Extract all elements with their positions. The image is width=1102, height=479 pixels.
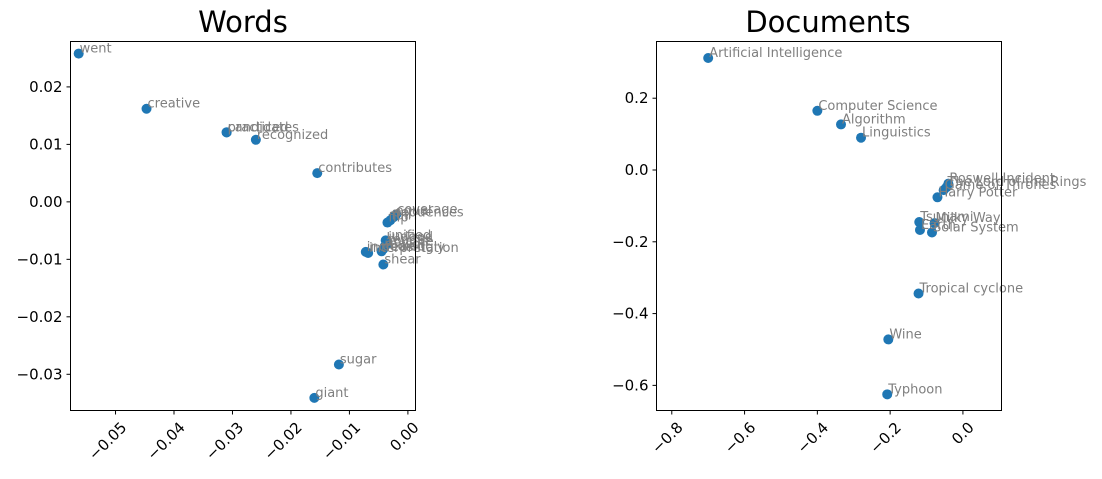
documents-point-label: Harry Potter	[938, 185, 1018, 200]
words-point-label: equal	[395, 204, 431, 219]
documents-x-tick-label: 0.0	[948, 419, 978, 449]
words-x-tick-label: 0.00	[386, 419, 422, 455]
documents-y-tick-label: −0.4	[612, 305, 648, 323]
words-point-label: practiced	[228, 120, 289, 135]
words-y-axis: 0.02 0.01 0.00 −0.01 −0.02 −0.03	[17, 78, 71, 383]
words-point-label: candidates	[228, 120, 300, 135]
documents-point-label: Roswell Incident	[949, 172, 1055, 187]
words-y-tick-label: −0.03	[17, 365, 63, 383]
documents-point	[914, 224, 925, 235]
documents-x-tick-label: −0.6	[721, 419, 759, 457]
documents-point	[926, 227, 937, 238]
documents-point-label: Artificial Intelligence	[709, 46, 842, 61]
documents-point-labels: Artificial Intelligence Computer ScienceA…	[709, 46, 1086, 397]
words-y-tick-label: 0.00	[29, 193, 62, 211]
words-point	[333, 359, 344, 370]
documents-point	[836, 119, 847, 130]
documents-point-label: Tropical cyclone	[919, 281, 1024, 296]
documents-point-label: Linguistics	[862, 126, 931, 141]
documents-point	[914, 217, 925, 228]
documents-point	[812, 105, 823, 116]
documents-x-tick-label: −0.4	[794, 419, 832, 457]
words-point-label: sugar	[340, 353, 377, 368]
documents-point	[883, 334, 894, 345]
words-point-labels: went creative candidatespracticedrecognize…	[80, 42, 464, 401]
words-chart: Words went creative candidatespracticedrec…	[17, 5, 464, 464]
words-point-label: interpretation	[369, 241, 459, 256]
documents-point-label: Computer Science	[818, 99, 937, 114]
words-point-label: coverage	[397, 203, 457, 218]
documents-point-label: Tsunami	[919, 210, 973, 225]
words-point-label: went	[80, 42, 112, 57]
documents-point-label: Typhoon	[887, 382, 942, 397]
words-point	[363, 248, 374, 259]
words-point	[312, 168, 323, 179]
words-point-label: render	[388, 232, 432, 247]
words-point-label: judged	[387, 230, 433, 245]
documents-y-tick-label: 0.2	[625, 89, 649, 107]
documents-point	[703, 53, 714, 64]
words-x-tick-label: −0.01	[319, 419, 364, 464]
documents-point	[938, 185, 949, 196]
documents-point-label: The Lord of the Rings	[947, 175, 1087, 190]
documents-x-tick-label: −0.8	[648, 419, 686, 457]
words-points	[73, 48, 402, 403]
words-point-label: unified	[387, 228, 432, 243]
documents-point	[856, 132, 867, 143]
words-chart-title: Words	[198, 5, 288, 39]
documents-point-label: Wine	[889, 327, 921, 342]
words-point-label: cooled	[383, 239, 426, 254]
documents-point	[932, 192, 943, 203]
documents-chart-title: Documents	[745, 5, 910, 39]
words-x-tick-label: −0.04	[144, 419, 189, 464]
words-point	[250, 134, 261, 145]
documents-chart: Documents Artificial Intelligence Compute…	[612, 5, 1087, 457]
words-y-tick-label: −0.02	[17, 308, 63, 326]
documents-x-tick-label: −0.2	[866, 419, 904, 457]
words-point	[141, 103, 152, 114]
words-y-tick-label: 0.01	[29, 135, 62, 153]
documents-x-axis: −0.8 −0.6 −0.4 −0.2 0.0	[648, 410, 978, 457]
words-point-label: increasingly	[367, 240, 446, 255]
words-point	[221, 127, 232, 138]
words-point-label: anyone	[386, 235, 434, 250]
documents-y-tick-label: −0.2	[612, 233, 648, 251]
words-x-tick-label: −0.05	[85, 419, 130, 464]
words-point-label: giant	[315, 386, 348, 401]
words-point	[382, 217, 393, 228]
words-point-label: contributes	[318, 161, 392, 176]
documents-point-label: Algorithm	[842, 112, 906, 127]
words-x-tick-label: −0.03	[202, 419, 247, 464]
documents-point-label: Earth	[921, 218, 956, 233]
documents-point	[913, 288, 924, 299]
words-y-tick-label: 0.02	[29, 78, 62, 96]
words-point	[376, 246, 387, 257]
words-point-label: creative	[148, 97, 201, 112]
documents-point-label: Milky Way	[936, 211, 1001, 226]
documents-y-tick-label: −0.6	[612, 376, 648, 394]
documents-plot-frame	[656, 41, 1002, 411]
words-x-axis: −0.05 −0.04 −0.03 −0.02 −0.01 0.00	[85, 410, 423, 464]
documents-point	[929, 218, 940, 229]
words-point-label: shear	[384, 253, 421, 268]
words-point-label: full	[391, 208, 411, 223]
words-x-tick-label: −0.02	[260, 419, 305, 464]
words-plot-frame	[70, 41, 416, 411]
words-point	[378, 259, 389, 270]
documents-points	[703, 53, 954, 400]
documents-point-label: Game of Thrones	[945, 178, 1057, 193]
words-point-label: reason	[384, 237, 428, 252]
documents-point	[882, 389, 893, 400]
documents-y-axis: 0.2 0.0 −0.2 −0.4 −0.6	[612, 89, 657, 394]
words-point	[309, 392, 320, 403]
words-y-tick-label: −0.01	[17, 250, 63, 268]
words-point-label: flip	[388, 211, 408, 226]
documents-point-label: Solar System	[933, 220, 1019, 235]
words-point-label: sequences	[394, 205, 464, 220]
words-point	[73, 48, 84, 59]
words-point-label: recognized	[257, 128, 328, 143]
documents-y-tick-label: 0.0	[625, 161, 649, 179]
